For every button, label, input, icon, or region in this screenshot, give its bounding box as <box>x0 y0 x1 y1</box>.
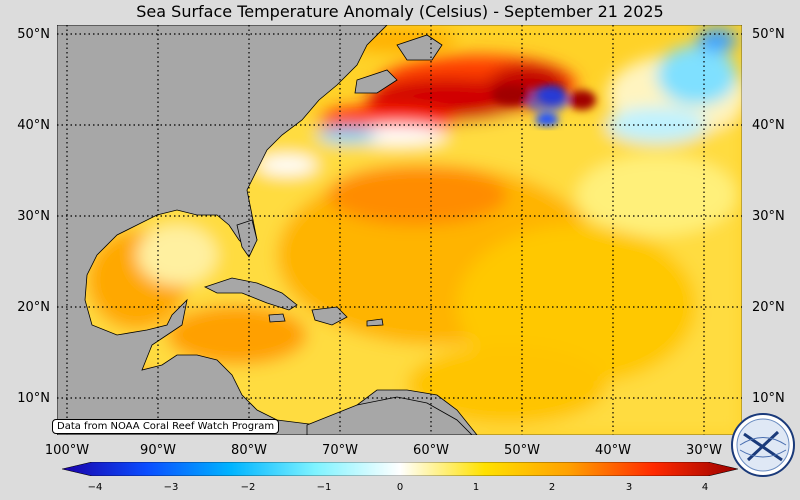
colorbar-body <box>62 462 738 476</box>
colorbar-tick-neg4: −4 <box>87 482 103 493</box>
lat-label-20n-right: 20°N <box>752 300 785 315</box>
gulf-stream-eddies <box>492 85 596 126</box>
lon-label-60w: 60°W <box>413 443 449 458</box>
jamaica <box>268 313 286 323</box>
lon-label-90w: 90°W <box>140 443 176 458</box>
lon-label-40w: 40°W <box>595 443 631 458</box>
florida <box>236 219 258 258</box>
colorbar-tick-4: 4 <box>701 482 709 493</box>
lon-label-50w: 50°W <box>504 443 540 458</box>
colorbar-tick-3: 3 <box>625 482 633 493</box>
lat-label-20n-left: 20°N <box>17 300 50 315</box>
cuba <box>203 277 298 311</box>
colorbar-tick-1: 1 <box>472 482 480 493</box>
lat-label-50n-left: 50°N <box>17 27 50 42</box>
nexlab-logo <box>731 413 795 477</box>
newfoundland <box>396 34 443 61</box>
colorbar-tick-neg3: −3 <box>163 482 179 493</box>
lat-label-50n-right: 50°N <box>752 27 785 42</box>
colorbar <box>62 462 738 476</box>
graticule <box>57 25 742 435</box>
colorbar-tick-neg1: −1 <box>316 482 332 493</box>
lat-label-30n-left: 30°N <box>17 209 50 224</box>
lat-label-30n-right: 30°N <box>752 209 785 224</box>
lat-label-10n-left: 10°N <box>17 391 50 406</box>
lat-label-40n-left: 40°N <box>17 118 50 133</box>
colorbar-tick-0: 0 <box>396 482 404 493</box>
lon-label-70w: 70°W <box>322 443 358 458</box>
lat-label-10n-right: 10°N <box>752 391 785 406</box>
nova-scotia <box>354 69 398 94</box>
lon-label-100w: 100°W <box>44 443 90 458</box>
data-credit-box: Data from NOAA Coral Reef Watch Program <box>52 419 280 434</box>
puerto-rico <box>366 318 384 327</box>
sst-anomaly-map <box>57 25 742 435</box>
lat-label-40n-right: 40°N <box>752 118 785 133</box>
lon-label-80w: 80°W <box>231 443 267 458</box>
map-title: Sea Surface Temperature Anomaly (Celsius… <box>136 2 664 21</box>
colorbar-tick-neg2: −2 <box>240 482 256 493</box>
colorbar-tick-2: 2 <box>548 482 556 493</box>
lon-label-30w: 30°W <box>686 443 722 458</box>
